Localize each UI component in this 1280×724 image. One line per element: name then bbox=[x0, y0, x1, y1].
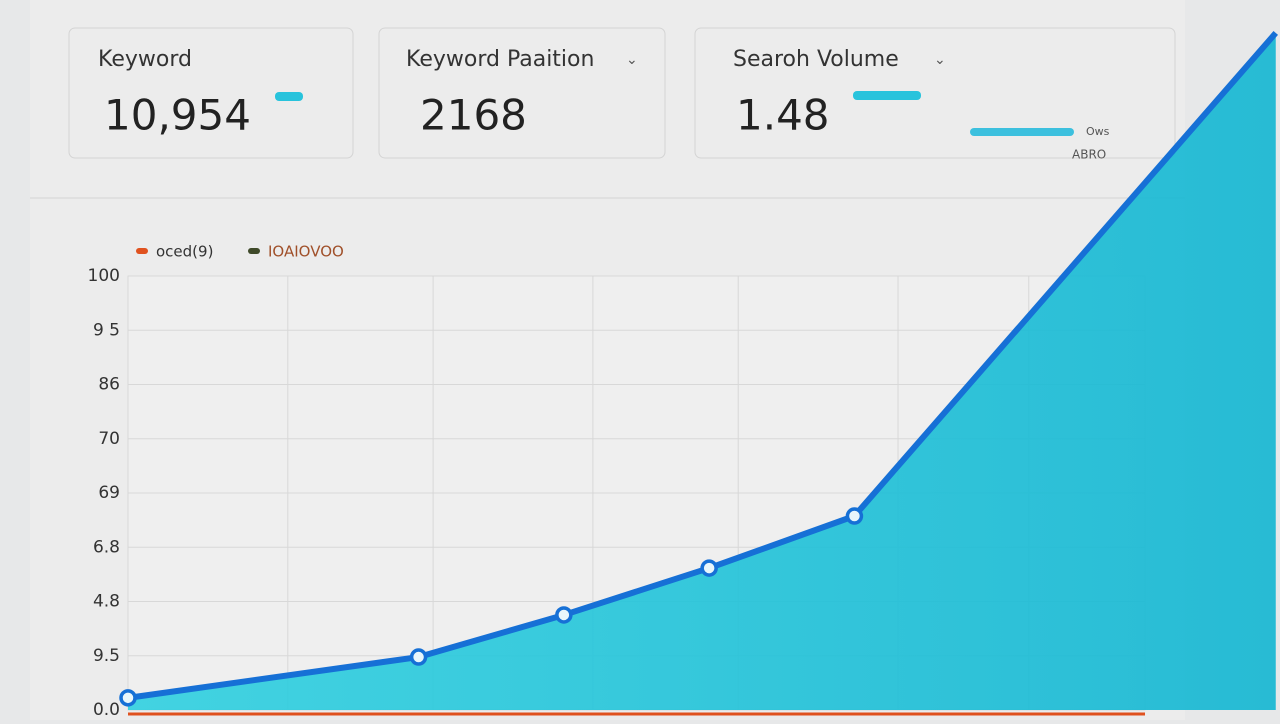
y-tick-label: 6.8 bbox=[93, 537, 120, 557]
side-label: ABRO bbox=[1072, 148, 1106, 162]
y-tick-label: 100 bbox=[88, 266, 120, 286]
card bbox=[694, 27, 1176, 159]
legend-swatch bbox=[136, 248, 148, 254]
legend-label: oced(9) bbox=[156, 243, 213, 261]
point bbox=[555, 606, 573, 624]
accent bbox=[970, 128, 1074, 136]
card-value: 10,954 bbox=[104, 91, 251, 140]
caret[interactable]: ⌄ bbox=[934, 52, 946, 68]
y-tick-label: 4.8 bbox=[93, 592, 120, 612]
card bbox=[378, 27, 666, 159]
card-label: Keyword bbox=[98, 47, 192, 72]
card-value: 1.48 bbox=[736, 91, 830, 140]
card-label: Keyword Paaition bbox=[406, 47, 594, 72]
y-tick-label: 70 bbox=[98, 429, 120, 449]
area bbox=[128, 32, 1276, 710]
y-tick-label: 69 bbox=[98, 483, 120, 503]
line bbox=[127, 30, 1279, 701]
caret[interactable]: ⌄ bbox=[626, 52, 638, 68]
point bbox=[119, 689, 137, 707]
y-tick-label: 9.5 bbox=[93, 646, 120, 666]
legend-swatch bbox=[248, 248, 260, 254]
y-tick-label: 86 bbox=[98, 375, 120, 395]
chart: 100 9 5 86 70 69 6.8 4.8 9.5 0.0 oced(9) IOAIOVOO bbox=[88, 30, 1279, 720]
y-tick-label: 9 5 bbox=[93, 320, 120, 340]
y-tick-label: 0.0 bbox=[93, 700, 120, 720]
card-label: Searoh Volume bbox=[733, 47, 899, 72]
side-label: Ows bbox=[1086, 125, 1110, 138]
point bbox=[700, 559, 718, 577]
legend-label: IOAIOVOO bbox=[268, 243, 344, 261]
point bbox=[409, 648, 428, 666]
card-value: 2168 bbox=[420, 91, 527, 140]
card bbox=[68, 27, 354, 159]
point bbox=[845, 507, 864, 525]
accent bbox=[275, 92, 303, 101]
accent bbox=[853, 91, 921, 100]
